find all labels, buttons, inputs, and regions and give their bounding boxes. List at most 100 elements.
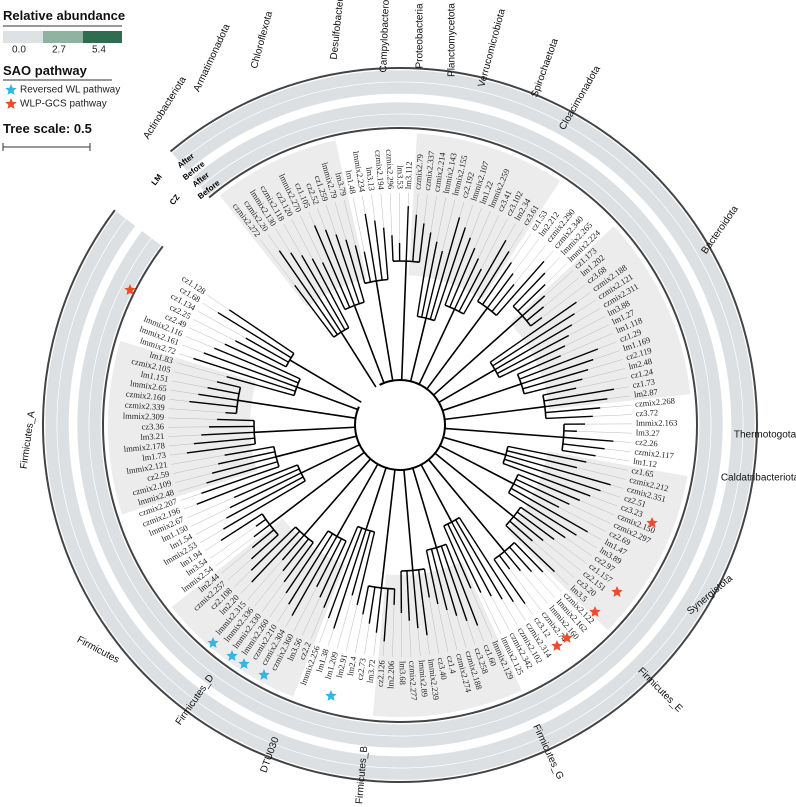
leaf-label: cz2.126: [375, 660, 387, 687]
leaf-label: czmix2.268: [635, 395, 676, 408]
branch: [196, 464, 298, 505]
branch: [288, 533, 334, 605]
leaf-guide: [185, 336, 215, 349]
branch: [505, 524, 555, 573]
tree-scale: Tree scale: 0.5: [3, 121, 92, 136]
leaf-guide: [260, 239, 295, 286]
branch: [319, 540, 347, 598]
branch: [449, 247, 476, 308]
branch: [383, 588, 389, 642]
leaf-guide: [423, 194, 428, 224]
leaf-guide: [565, 537, 592, 556]
clade-label: Proteobacteria: [415, 3, 426, 68]
leaf-guide: [569, 504, 611, 524]
branch: [418, 223, 425, 263]
branch: [506, 450, 578, 469]
leaf-guide: [543, 540, 581, 571]
leaf-guide: [293, 586, 317, 632]
leaf-guide: [613, 386, 629, 390]
leaf-guide: [604, 448, 631, 453]
pathway-star: [238, 658, 250, 669]
branch: [255, 518, 267, 527]
branch: [526, 306, 545, 322]
leaf-guide: [227, 558, 252, 581]
leaf-guide: [345, 604, 358, 651]
leaf-guide: [531, 571, 556, 598]
branch: [281, 534, 305, 561]
branch: [211, 456, 277, 474]
branch: [496, 334, 570, 375]
branch: [224, 446, 274, 456]
branch: [324, 229, 356, 306]
branch: [489, 301, 577, 363]
branch: [316, 538, 343, 588]
leaf-guide: [501, 599, 518, 626]
branch: [207, 387, 240, 395]
leaf-guide: [373, 632, 377, 656]
leaf-label: lmmix2.89: [417, 660, 430, 698]
branch: [269, 451, 365, 526]
leaf-guide: [466, 620, 476, 645]
leaf-guide: [542, 571, 562, 592]
pathway-star: [226, 650, 238, 661]
leaf-guide: [544, 256, 561, 274]
leaf-guide: [285, 615, 293, 627]
branch: [438, 368, 496, 404]
branch: [226, 476, 304, 519]
branch: [486, 273, 514, 309]
branch: [498, 345, 566, 379]
branch: [198, 393, 238, 402]
leaf-guide: [459, 201, 465, 218]
leaf-guide: [202, 302, 219, 313]
branch: [296, 386, 359, 411]
branch: [217, 311, 292, 359]
branch: [300, 443, 360, 474]
branch: [289, 359, 362, 403]
branch: [444, 405, 545, 421]
leaf-guide: [568, 316, 606, 336]
leaf-guide: [380, 193, 384, 228]
color-swatch: [83, 31, 122, 43]
branch: [433, 315, 523, 396]
leaf-guide: [478, 214, 500, 259]
leaf-guide: [200, 528, 224, 544]
branch: [453, 258, 480, 310]
leaf-guide: [191, 507, 231, 527]
branch: [508, 492, 577, 536]
leaf-guide: [465, 204, 474, 228]
leaf-label: lmmix2.163: [636, 418, 677, 428]
leaf-guide: [389, 193, 393, 236]
branch: [425, 550, 439, 605]
leaf-guide: [169, 452, 187, 456]
leaf-guide: [240, 581, 252, 594]
branch: [481, 262, 512, 305]
leaf-guide: [511, 233, 532, 263]
leaf-guide: [328, 628, 335, 646]
leaf-label: czmix2.160: [125, 388, 166, 402]
branch: [521, 358, 594, 385]
leaf-guide: [508, 228, 524, 252]
branch: [311, 258, 350, 329]
branch: [423, 568, 430, 598]
clade-shading: [509, 226, 691, 410]
leaf-guide: [334, 202, 347, 240]
clade-shading: [372, 561, 522, 717]
leaf-guide: [301, 597, 321, 636]
leaf-label: cz3.72: [635, 407, 658, 418]
leaf-label: cz3.40: [436, 657, 450, 681]
leaf-label: lm1.73: [142, 450, 167, 463]
branch: [451, 521, 492, 597]
leaf-label: lm3.53: [395, 165, 405, 189]
branch: [365, 467, 387, 530]
leaf-guide: [416, 193, 419, 215]
clade-shading: [219, 140, 367, 308]
branch: [364, 213, 377, 282]
branch: [283, 542, 314, 583]
branch: [523, 378, 583, 395]
leaf-label: lm3.112: [403, 161, 414, 189]
heatmap-ring: [56, 81, 744, 769]
leaf-label: lm3.72: [365, 659, 378, 684]
clade-label: Armatimonadota: [192, 22, 233, 94]
leaf-label: czmix2.79: [412, 154, 425, 190]
